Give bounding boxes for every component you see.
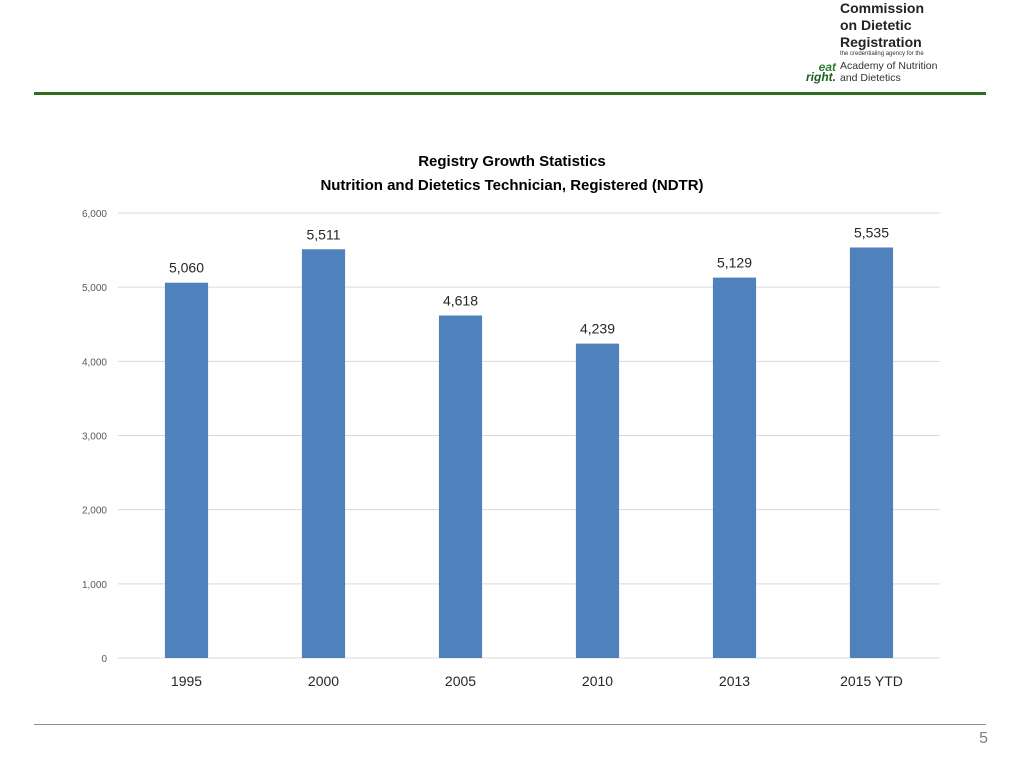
- academy-name-line2: and Dietetics: [840, 72, 901, 84]
- academy-name: Academy of Nutrition and Dietetics: [840, 60, 937, 84]
- chart-title: Registry Growth Statistics: [418, 153, 606, 170]
- bars: [164, 247, 894, 659]
- bar: [575, 343, 620, 658]
- bar: [301, 249, 346, 658]
- y-tick-label: 6,000: [82, 209, 107, 220]
- org-name-line3: Registration: [840, 34, 922, 50]
- y-axis-ticks: 0 1,000 2,000 3,000 4,000 5,000 6,000: [82, 209, 107, 665]
- x-tick-label: 2000: [308, 673, 339, 689]
- org-name-line1: Commission: [840, 0, 925, 16]
- y-tick-label: 3,000: [82, 432, 107, 443]
- data-labels: 5,060 5,511 4,618 4,239 5,129 5,535: [169, 224, 889, 336]
- data-label: 5,129: [717, 255, 752, 271]
- data-label: 5,535: [854, 224, 889, 240]
- org-name: Commission on Dietetic Registration: [840, 0, 924, 51]
- x-tick-label: 2015 YTD: [840, 673, 903, 689]
- data-label: 4,618: [443, 292, 478, 308]
- data-label: 5,511: [307, 226, 341, 242]
- data-label: 5,060: [169, 260, 204, 276]
- eat-word: eat: [818, 60, 836, 74]
- page-number: 5: [979, 730, 988, 747]
- y-tick-label: 0: [101, 654, 107, 665]
- footer-divider: [34, 724, 986, 725]
- gridlines: [118, 212, 940, 659]
- y-tick-label: 5,000: [82, 283, 107, 294]
- org-name-line2: on Dietetic: [840, 17, 912, 33]
- y-tick-label: 2,000: [82, 506, 107, 517]
- x-axis-ticks: 1995 2000 2005 2010 2013 2015 YTD: [171, 673, 903, 689]
- chart-subtitle: Nutrition and Dietetics Technician, Regi…: [320, 177, 703, 194]
- x-tick-label: 2010: [582, 673, 613, 689]
- y-tick-label: 1,000: [82, 580, 107, 591]
- cdr-logo: Commission on Dietetic Registration the …: [800, 0, 960, 90]
- y-tick-label: 4,000: [82, 357, 107, 368]
- bar: [849, 247, 894, 659]
- logo-tagline: the credentialing agency for the: [840, 51, 924, 57]
- bar: [164, 282, 209, 658]
- eat-right-logo: eat right.: [801, 60, 836, 84]
- right-word: right.: [806, 70, 836, 84]
- academy-name-line1: Academy of Nutrition: [840, 60, 938, 72]
- data-label: 4,239: [580, 321, 615, 337]
- bar: [438, 315, 483, 658]
- bar: [712, 277, 757, 658]
- header-divider: [34, 92, 986, 95]
- x-tick-label: 2005: [445, 673, 476, 689]
- x-tick-label: 2013: [719, 673, 750, 689]
- x-tick-label: 1995: [171, 673, 202, 689]
